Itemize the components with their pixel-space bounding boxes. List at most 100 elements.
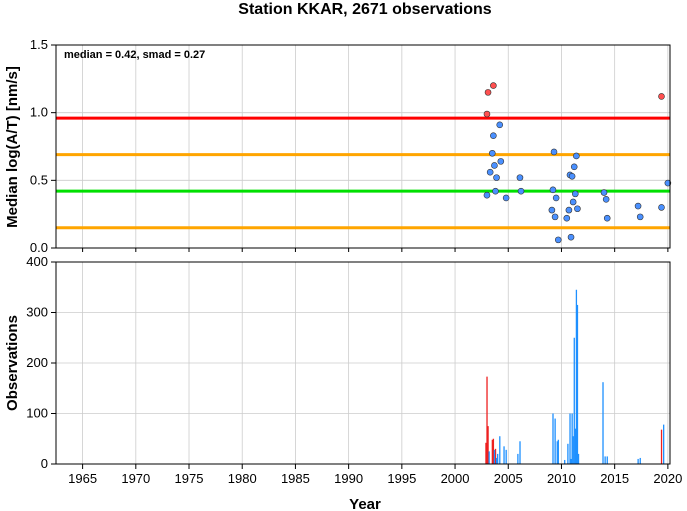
scatter-point bbox=[568, 172, 576, 180]
scatter-point bbox=[664, 179, 672, 187]
histogram-bar bbox=[569, 413, 571, 464]
y-tick-label: 0 bbox=[41, 456, 48, 471]
x-tick-label: 1995 bbox=[387, 471, 416, 486]
scatter-point bbox=[550, 148, 558, 156]
threshold-lines bbox=[56, 116, 670, 230]
histogram-bar bbox=[639, 457, 641, 464]
scatter-point bbox=[634, 202, 642, 210]
histogram-bar bbox=[505, 449, 507, 464]
scatter-point bbox=[551, 213, 559, 221]
histogram-bar bbox=[573, 337, 575, 464]
histogram-bar bbox=[517, 453, 519, 464]
scatter-point bbox=[574, 205, 581, 213]
histogram-bar bbox=[574, 428, 576, 464]
scatter-point bbox=[570, 163, 578, 171]
scatter-point bbox=[554, 236, 562, 244]
histogram-bar bbox=[567, 443, 569, 464]
x-axis-label: Year bbox=[349, 496, 381, 511]
histogram-bar bbox=[487, 426, 489, 464]
median-annotation: median = 0.42, smad = 0.27 bbox=[64, 49, 205, 61]
histogram-bar bbox=[552, 413, 554, 464]
histogram-bar bbox=[557, 439, 559, 464]
x-tick-label: 2010 bbox=[547, 471, 576, 486]
scatter-point bbox=[491, 162, 498, 169]
scatter-point bbox=[565, 206, 573, 214]
scatter-point bbox=[483, 191, 491, 199]
scatter-point bbox=[493, 174, 500, 181]
x-tick-label: 1990 bbox=[334, 471, 363, 486]
x-tick-label: 2020 bbox=[653, 471, 682, 486]
histogram-bar bbox=[564, 459, 566, 464]
histogram-bar bbox=[637, 458, 639, 464]
histogram-bar bbox=[491, 439, 493, 464]
histogram-bar bbox=[503, 446, 505, 464]
scatter-point bbox=[603, 214, 611, 222]
histogram-panel: 0 100 200 300 400 Observations bbox=[4, 254, 671, 471]
histogram-bar bbox=[660, 429, 663, 464]
scatter-plot-area bbox=[56, 45, 670, 248]
histogram-bar bbox=[577, 453, 580, 464]
histogram-y-ticks: 0 100 200 300 400 bbox=[26, 254, 56, 471]
scatter-point bbox=[490, 132, 497, 139]
scatter-point bbox=[497, 158, 505, 165]
x-tick-label: 2015 bbox=[600, 471, 629, 486]
histogram-bar bbox=[494, 448, 497, 464]
scatter-panel: 0.00.51.01.5 median = 0.42, smad = 0.27 … bbox=[4, 37, 672, 255]
y-tick-label: 1.5 bbox=[30, 37, 48, 52]
x-tick-label: 1965 bbox=[68, 471, 97, 486]
histogram-bar bbox=[519, 441, 521, 464]
histogram-bars bbox=[485, 289, 665, 464]
y-tick-label: 100 bbox=[26, 406, 48, 421]
scatter-point bbox=[502, 194, 510, 202]
scatter-point bbox=[567, 233, 575, 241]
scatter-y-ticks: 0.0 0.5 1.0 1.5 bbox=[30, 37, 56, 255]
histogram-bar bbox=[575, 289, 578, 464]
scatter-y-label: Median log(A/T) [nm/s] bbox=[4, 66, 21, 228]
histogram-bar bbox=[488, 451, 490, 464]
scatter-point bbox=[636, 213, 644, 221]
y-tick-label: 0.0 bbox=[30, 240, 48, 255]
x-tick-label: 1975 bbox=[175, 471, 204, 486]
scatter-point bbox=[571, 190, 579, 198]
y-tick-label: 200 bbox=[26, 355, 48, 370]
histogram-bar bbox=[556, 441, 558, 464]
scatter-point bbox=[490, 82, 497, 89]
scatter-point bbox=[602, 195, 610, 203]
x-tick-label: 2000 bbox=[441, 471, 470, 486]
histogram-bar bbox=[554, 418, 556, 464]
x-tick-label: 2005 bbox=[494, 471, 523, 486]
scatter-point bbox=[496, 121, 504, 129]
histogram-bar bbox=[497, 453, 499, 464]
x-tick-label: 1985 bbox=[281, 471, 310, 486]
scatter-point bbox=[569, 198, 577, 206]
histogram-bar bbox=[499, 436, 501, 464]
histogram-bar bbox=[492, 438, 495, 464]
scatter-point bbox=[549, 186, 557, 194]
scatter-point bbox=[484, 89, 492, 96]
scatter-point bbox=[486, 168, 494, 176]
histogram-bar bbox=[570, 458, 572, 464]
chart-title: Station KKAR, 2671 observations bbox=[238, 1, 492, 18]
scatter-point bbox=[573, 152, 580, 160]
scatter-point bbox=[516, 174, 524, 181]
scatter-point bbox=[552, 194, 560, 202]
scatter-point bbox=[488, 149, 496, 157]
histogram-bar bbox=[606, 456, 608, 464]
x-tick-label: 1970 bbox=[121, 471, 150, 486]
scatter-frame bbox=[55, 44, 671, 249]
scatter-point bbox=[600, 189, 608, 196]
scatter-point bbox=[563, 214, 571, 222]
histogram-bar bbox=[663, 424, 665, 464]
y-tick-label: 1.0 bbox=[30, 105, 48, 120]
scatter-point bbox=[483, 110, 491, 118]
scatter-point bbox=[658, 204, 665, 211]
histogram-bar bbox=[493, 449, 496, 464]
scatter-point bbox=[658, 93, 665, 100]
y-tick-label: 400 bbox=[26, 254, 48, 269]
histogram-bar bbox=[604, 456, 606, 464]
histogram-y-label: Observations bbox=[4, 315, 21, 411]
histogram-bar bbox=[576, 304, 579, 464]
histogram-bar bbox=[571, 413, 573, 464]
y-tick-label: 0.5 bbox=[30, 172, 48, 187]
